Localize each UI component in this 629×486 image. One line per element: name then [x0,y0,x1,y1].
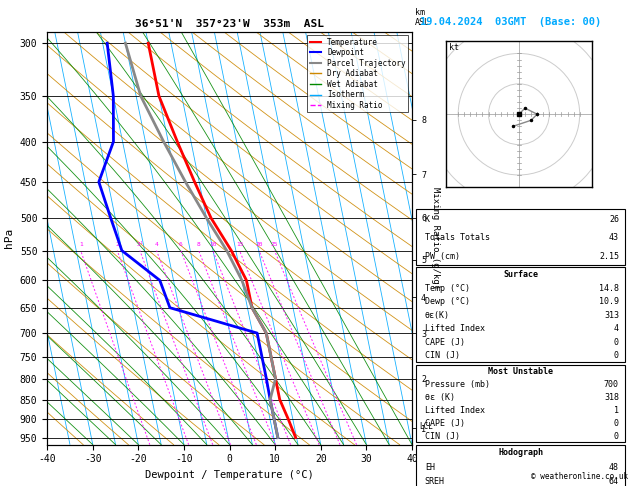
Text: 20: 20 [255,243,263,247]
Text: kt: kt [449,43,459,52]
Text: 8: 8 [197,243,201,247]
Text: 19.04.2024  03GMT  (Base: 00): 19.04.2024 03GMT (Base: 00) [420,17,601,27]
Text: 26: 26 [609,215,619,224]
Text: SREH: SREH [425,477,445,486]
Text: CIN (J): CIN (J) [425,351,460,361]
Text: CIN (J): CIN (J) [425,432,460,441]
Text: 64: 64 [609,477,619,486]
Text: 6: 6 [179,243,182,247]
Text: EH: EH [425,463,435,472]
Text: 1: 1 [79,243,82,247]
Text: 0: 0 [614,351,619,361]
Title: 36°51'N  357°23'W  353m  ASL: 36°51'N 357°23'W 353m ASL [135,19,324,30]
Text: Temp (°C): Temp (°C) [425,284,470,293]
Text: 15: 15 [236,243,243,247]
Text: LCL: LCL [420,422,433,431]
Text: CAPE (J): CAPE (J) [425,338,465,347]
Legend: Temperature, Dewpoint, Parcel Trajectory, Dry Adiabat, Wet Adiabat, Isotherm, Mi: Temperature, Dewpoint, Parcel Trajectory… [308,35,408,112]
Text: 2: 2 [115,243,119,247]
Text: 25: 25 [270,243,278,247]
Text: 10: 10 [209,243,216,247]
Text: Pressure (mb): Pressure (mb) [425,380,490,389]
Text: km
ASL: km ASL [415,8,430,27]
Text: Dewp (°C): Dewp (°C) [425,297,470,306]
Text: PW (cm): PW (cm) [425,252,460,261]
Text: 0: 0 [614,338,619,347]
Y-axis label: hPa: hPa [4,228,14,248]
Text: 10.9: 10.9 [599,297,619,306]
Text: 0: 0 [614,432,619,441]
Text: 14.8: 14.8 [599,284,619,293]
X-axis label: Dewpoint / Temperature (°C): Dewpoint / Temperature (°C) [145,470,314,480]
Text: 318: 318 [604,393,619,402]
Text: 3¹: 3¹ [136,243,143,247]
Text: Hodograph: Hodograph [498,448,543,457]
Text: CAPE (J): CAPE (J) [425,419,465,428]
Text: 4: 4 [155,243,159,247]
Text: K: K [425,215,430,224]
Text: 43: 43 [609,233,619,243]
Text: θε (K): θε (K) [425,393,455,402]
Text: 1: 1 [614,406,619,415]
Text: 313: 313 [604,311,619,320]
Text: 700: 700 [604,380,619,389]
Text: Lifted Index: Lifted Index [425,324,485,333]
Text: θε(K): θε(K) [425,311,450,320]
Text: Most Unstable: Most Unstable [488,367,554,376]
Text: Surface: Surface [503,270,538,279]
Text: Totals Totals: Totals Totals [425,233,490,243]
Text: 0: 0 [614,419,619,428]
Text: 48: 48 [609,463,619,472]
Text: 2.15: 2.15 [599,252,619,261]
Text: 4: 4 [614,324,619,333]
Text: © weatheronline.co.uk: © weatheronline.co.uk [531,472,628,481]
Text: Lifted Index: Lifted Index [425,406,485,415]
Y-axis label: Mixing Ratio (g/kg): Mixing Ratio (g/kg) [431,187,440,289]
